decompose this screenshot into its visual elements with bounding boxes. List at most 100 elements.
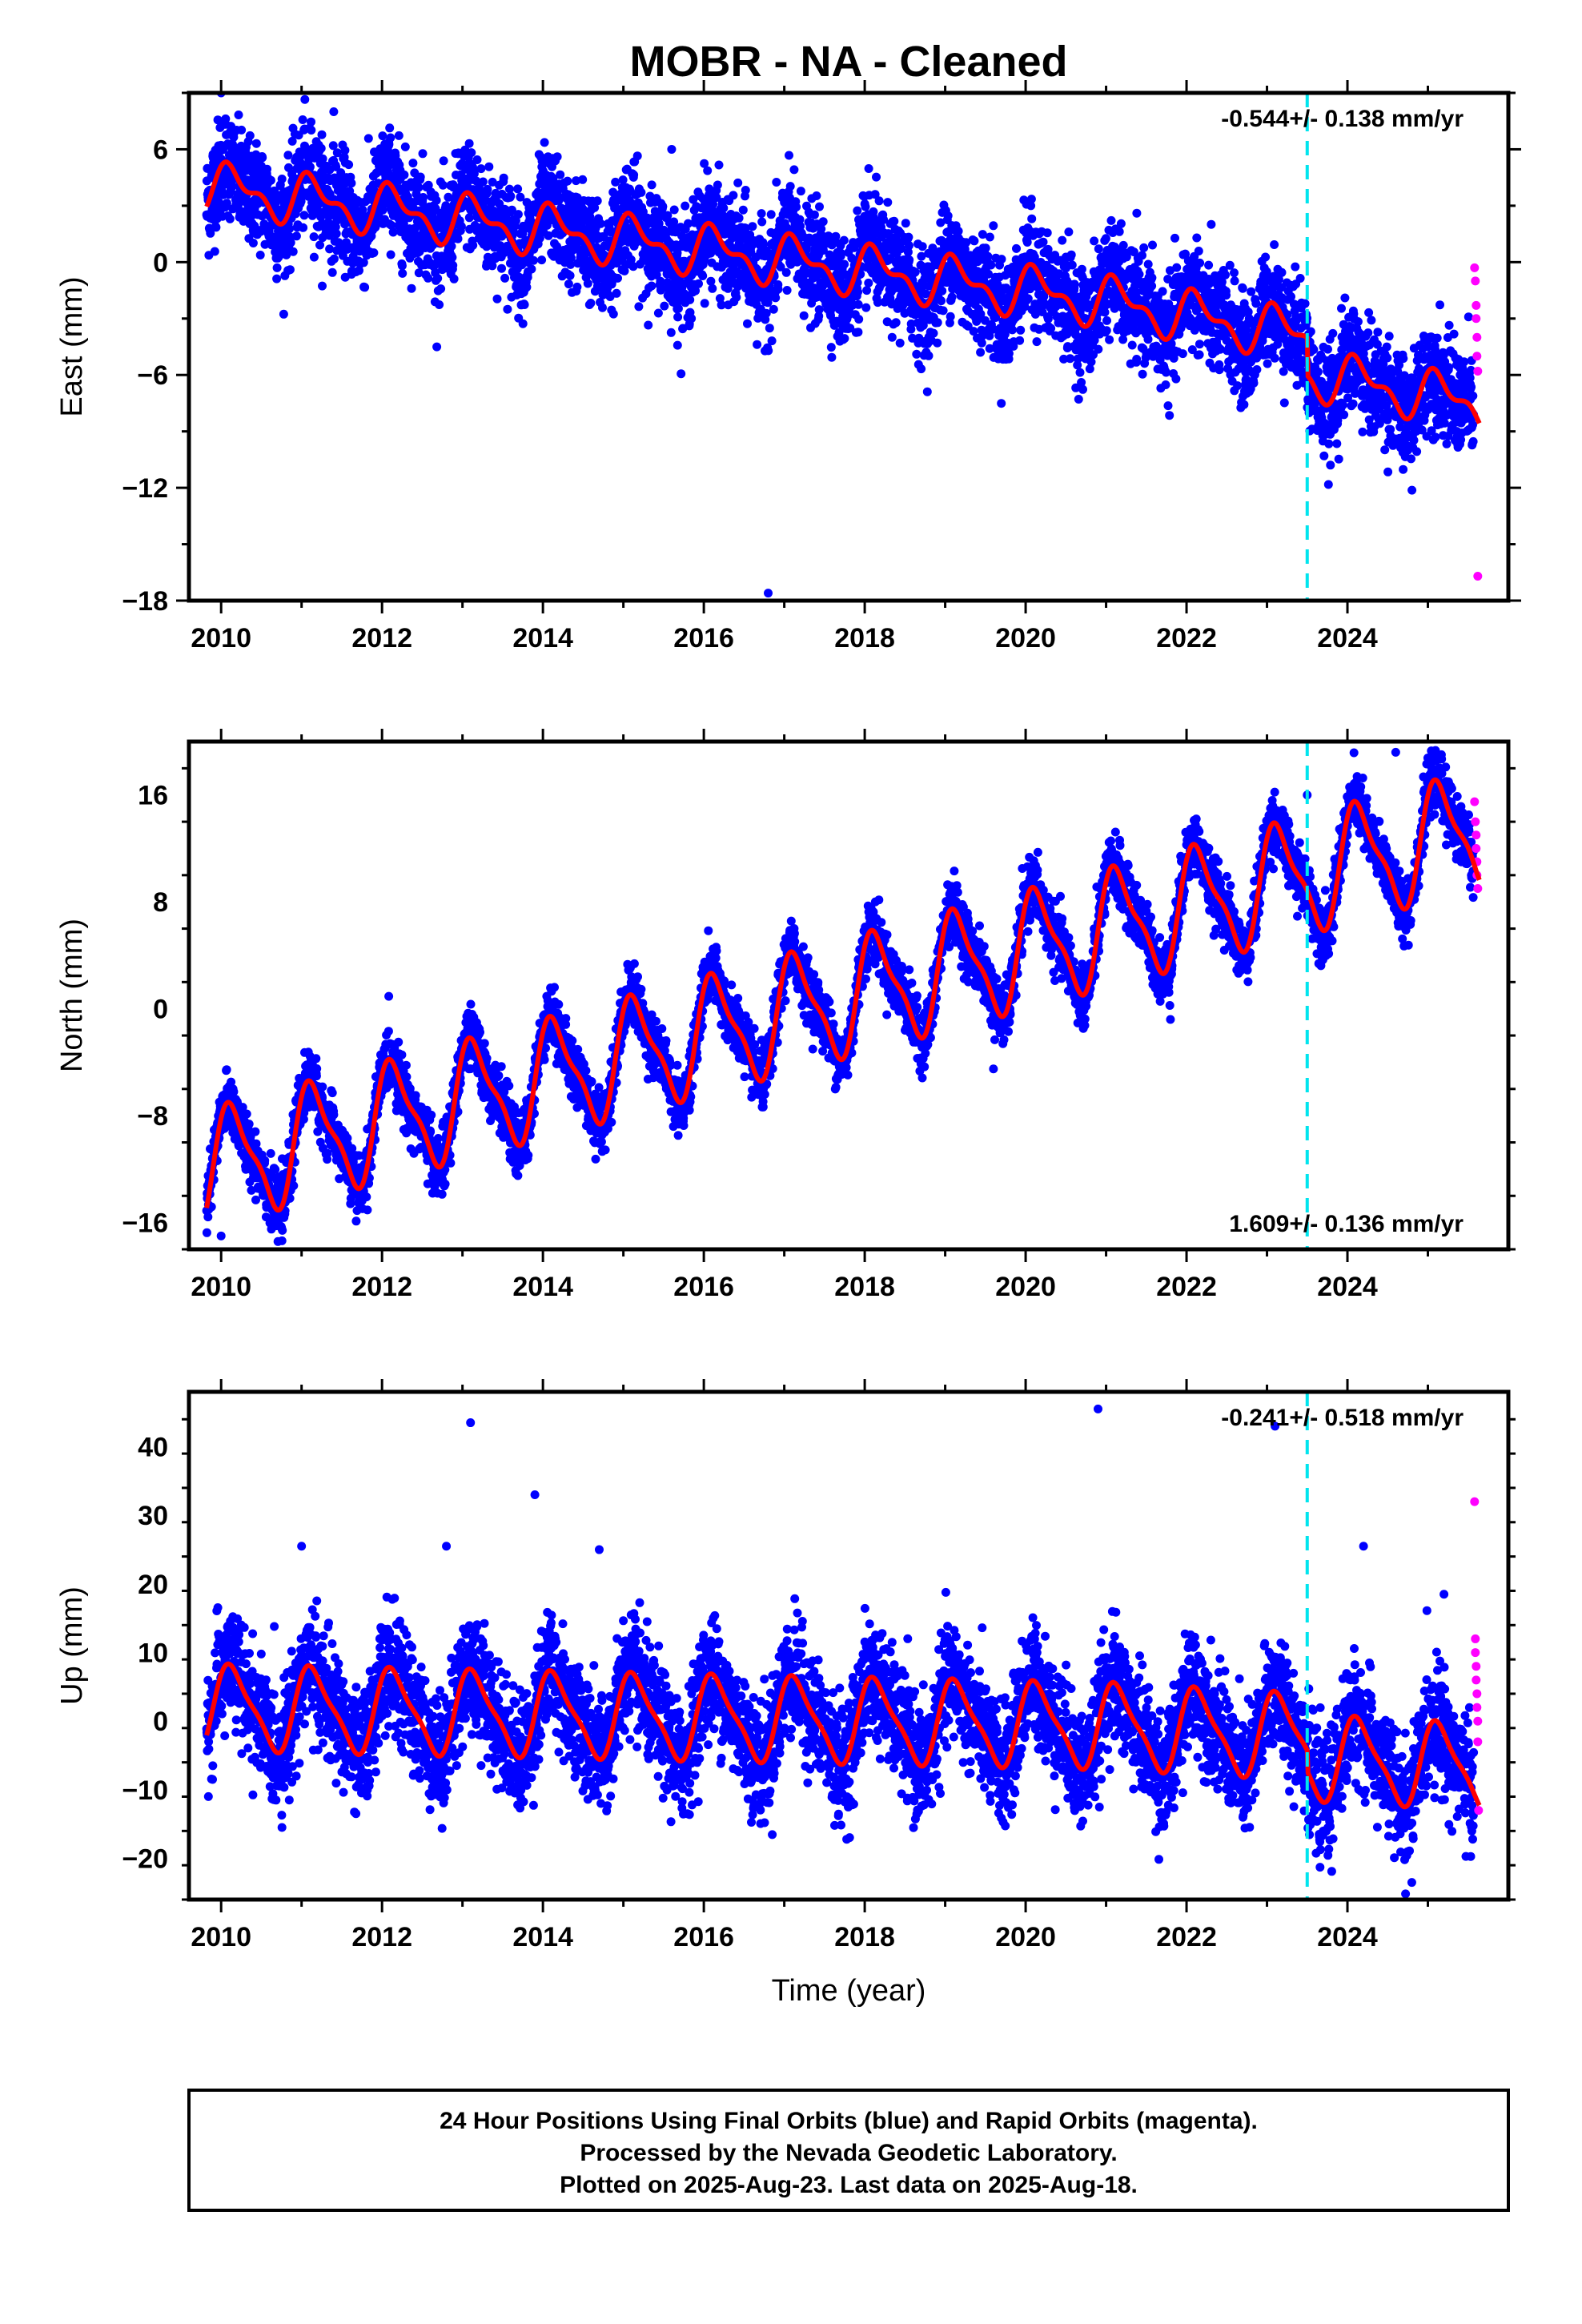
final-point bbox=[414, 268, 424, 278]
final-point bbox=[1194, 247, 1203, 255]
final-point bbox=[424, 273, 433, 283]
final-point bbox=[818, 217, 828, 227]
final-point bbox=[741, 186, 750, 195]
final-point bbox=[565, 271, 575, 280]
final-point bbox=[245, 131, 255, 140]
final-point bbox=[1022, 238, 1032, 247]
final-point bbox=[1261, 252, 1271, 262]
final-point bbox=[503, 304, 512, 314]
final-point bbox=[239, 153, 249, 163]
final-point bbox=[1008, 325, 1017, 335]
final-point bbox=[1263, 359, 1272, 368]
final-point bbox=[782, 286, 792, 295]
final-point bbox=[767, 336, 777, 346]
final-point bbox=[1170, 233, 1179, 243]
final-point bbox=[933, 318, 942, 328]
final-point bbox=[929, 328, 938, 338]
final-point bbox=[815, 202, 824, 211]
final-point bbox=[997, 255, 1006, 264]
final-point bbox=[1138, 369, 1147, 379]
final-point bbox=[472, 155, 482, 164]
final-point bbox=[1114, 227, 1124, 236]
final-point bbox=[307, 117, 315, 127]
final-point bbox=[748, 222, 757, 231]
final-point bbox=[378, 205, 387, 215]
final-point bbox=[785, 182, 795, 191]
final-point bbox=[586, 299, 596, 308]
final-point bbox=[286, 238, 295, 247]
final-point bbox=[1291, 262, 1300, 271]
final-point bbox=[288, 247, 298, 256]
final-point bbox=[400, 170, 409, 179]
final-point bbox=[285, 224, 295, 234]
final-point bbox=[905, 241, 913, 251]
final-point bbox=[1066, 354, 1075, 364]
final-point bbox=[764, 346, 773, 356]
final-point bbox=[307, 126, 316, 135]
final-point bbox=[1016, 325, 1026, 335]
final-point bbox=[869, 207, 878, 216]
final-point bbox=[1042, 228, 1052, 238]
final-point bbox=[853, 300, 863, 309]
final-point bbox=[316, 143, 326, 153]
final-point bbox=[864, 164, 873, 173]
final-point bbox=[358, 205, 367, 215]
final-point bbox=[407, 283, 416, 293]
final-point bbox=[658, 202, 668, 211]
final-point bbox=[714, 160, 724, 170]
final-point bbox=[552, 152, 562, 162]
final-point bbox=[685, 295, 695, 304]
final-point bbox=[660, 301, 669, 311]
final-point bbox=[653, 308, 663, 318]
final-point bbox=[469, 169, 479, 179]
final-point bbox=[792, 203, 801, 211]
final-point bbox=[1172, 263, 1182, 272]
final-point bbox=[1239, 400, 1249, 409]
final-point bbox=[439, 156, 448, 166]
final-point bbox=[537, 255, 547, 265]
final-point bbox=[826, 343, 836, 352]
final-point bbox=[499, 173, 508, 183]
final-point bbox=[464, 139, 474, 148]
final-point bbox=[1094, 244, 1103, 254]
final-point bbox=[456, 222, 466, 231]
final-point bbox=[743, 319, 752, 328]
final-point bbox=[812, 191, 821, 200]
final-point bbox=[1132, 208, 1142, 218]
final-point bbox=[528, 255, 538, 265]
final-point bbox=[985, 232, 994, 242]
final-point bbox=[839, 235, 849, 245]
final-point bbox=[861, 303, 871, 312]
final-point bbox=[1249, 378, 1259, 388]
final-point bbox=[453, 234, 463, 243]
final-point bbox=[901, 219, 910, 228]
final-point bbox=[397, 261, 407, 271]
final-point bbox=[1064, 227, 1074, 237]
final-point bbox=[946, 312, 955, 321]
final-point bbox=[300, 94, 310, 104]
final-point bbox=[612, 288, 621, 298]
final-point bbox=[272, 274, 282, 283]
final-point bbox=[883, 198, 893, 207]
final-point bbox=[464, 213, 474, 223]
final-point bbox=[279, 309, 288, 319]
final-point bbox=[989, 221, 998, 231]
final-point bbox=[700, 299, 709, 308]
final-point bbox=[1252, 365, 1262, 374]
final-point bbox=[522, 283, 532, 292]
final-point bbox=[1215, 365, 1224, 375]
final-point bbox=[285, 265, 295, 275]
final-point bbox=[1134, 270, 1144, 279]
final-point bbox=[258, 153, 267, 163]
final-point bbox=[309, 232, 319, 242]
final-point bbox=[299, 223, 308, 232]
final-point bbox=[342, 238, 351, 247]
final-point bbox=[527, 264, 536, 274]
final-point bbox=[360, 283, 370, 292]
final-point bbox=[1147, 273, 1157, 283]
final-point bbox=[315, 240, 324, 250]
final-point bbox=[520, 300, 529, 309]
final-point bbox=[1138, 251, 1146, 260]
final-point bbox=[734, 213, 744, 223]
final-point bbox=[733, 178, 743, 187]
